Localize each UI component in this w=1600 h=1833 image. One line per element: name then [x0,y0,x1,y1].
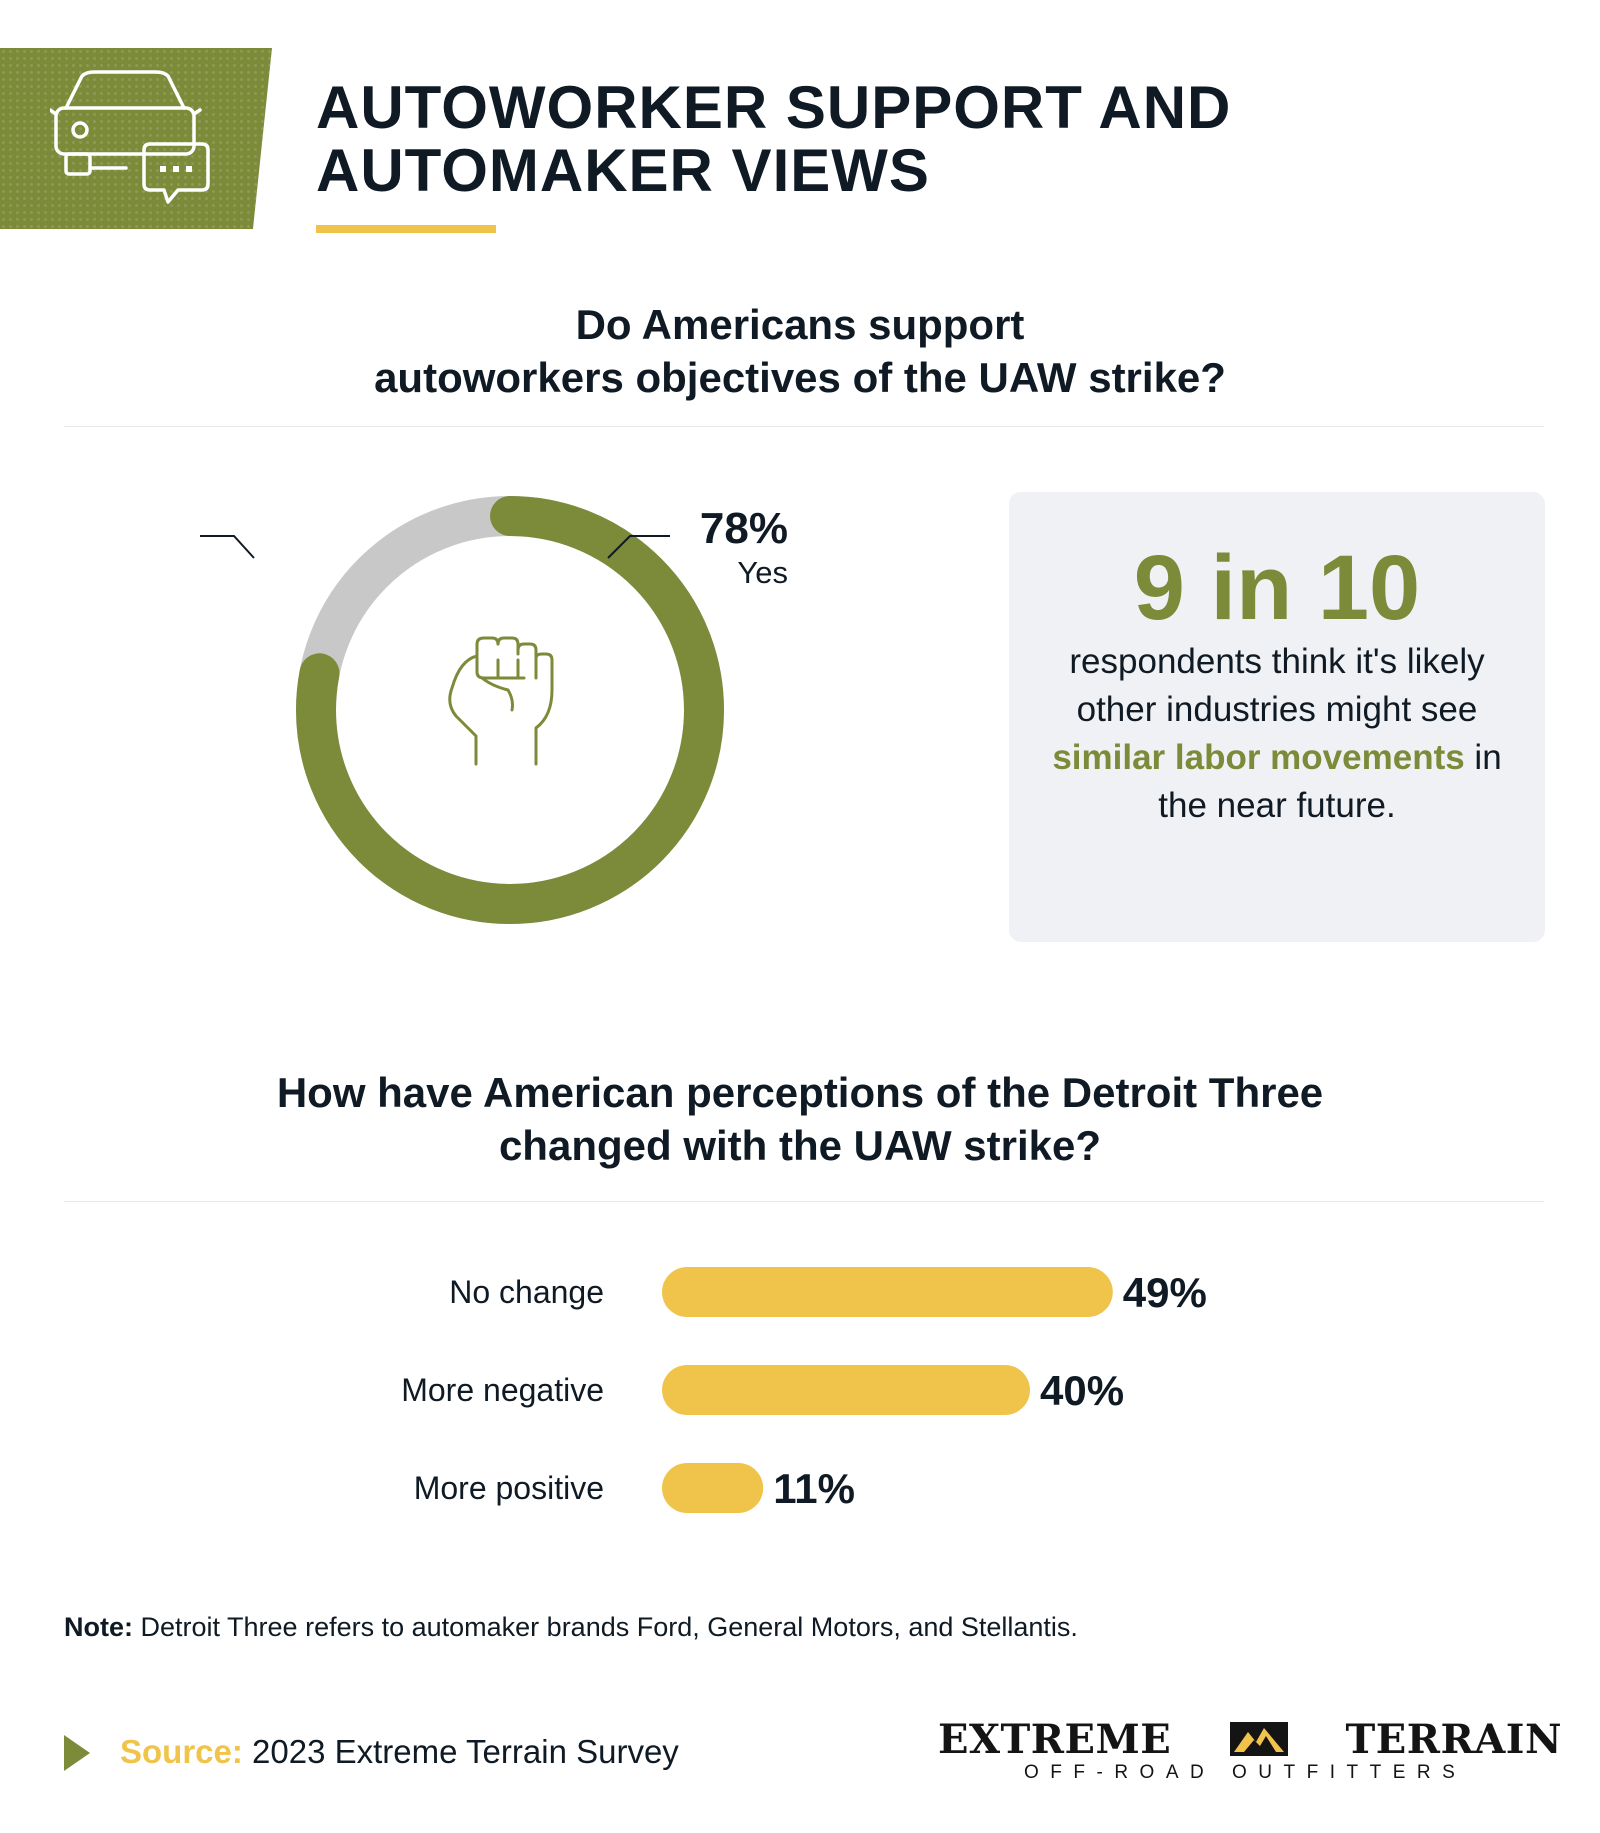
bar [662,1267,1113,1317]
stat-highlight: similar labor movements [1052,738,1465,777]
page-title: AUTOWORKER SUPPORT AND AUTOMAKER VIEWS [316,74,1232,204]
donut-category-label: Yes [737,555,788,590]
note: Note: Detroit Three refers to automaker … [64,1612,1544,1643]
support-question: Do Americans support autoworkers objecti… [374,301,1226,401]
note-label: Note: [64,1612,133,1642]
brand-tagline: OFF-ROAD OUTFITTERS [1024,1762,1467,1783]
donut-value-label: 78% [700,504,788,553]
brand-logo: EXTREME TERRAIN OFF-ROAD OUTFITTERS [938,1718,1562,1788]
perception-question: How have American perceptions of the Det… [276,1069,1324,1169]
mountain-logo-icon [1230,1722,1288,1756]
source-label: Source: [120,1733,243,1770]
brand-name-right: TERRAIN [1345,1716,1562,1763]
divider [64,426,1544,427]
bar [662,1463,764,1513]
stat-callout: 9 in 10 respondents think it's likely ot… [1009,492,1545,942]
donut-labels: 78%Yes22%No [200,504,788,590]
car-chat-icon [50,70,210,204]
bar-category-label: No change [449,1274,604,1310]
raised-fist-icon [448,636,554,766]
bar-value-label: 11% [773,1465,855,1512]
play-arrow-icon [64,1735,90,1771]
donut-slice-yes [296,496,724,924]
brand-name-left: EXTREME [938,1716,1172,1763]
source-text: 2023 Extreme Terrain Survey [242,1733,679,1770]
bar-value-label: 40% [1040,1367,1124,1414]
leader-line [200,535,255,559]
perception-bar-chart: No change 49% More negative 40% More positiv… [401,1267,1207,1513]
bar-category-label: More negative [401,1372,604,1408]
stat-text-after: in the near future. [1158,738,1502,825]
bar [662,1365,1030,1415]
bar-category-label: More positive [414,1470,604,1506]
stat-text-before: respondents think it's likely other indu… [1069,642,1485,729]
donut-arcs [296,496,724,924]
source: Source: 2023 Extreme Terrain Survey [120,1733,679,1771]
stat-text: respondents think it's likely other indu… [1049,638,1505,830]
title-underline [316,225,496,233]
note-text: Detroit Three refers to automaker brands… [133,1612,1078,1642]
leader-line [607,535,670,559]
support-donut-chart: 78%Yes22%No [200,496,788,924]
divider [64,1201,1544,1202]
stat-number: 9 in 10 [1133,537,1421,639]
header-band [0,48,272,229]
bar-value-label: 49% [1123,1269,1207,1316]
